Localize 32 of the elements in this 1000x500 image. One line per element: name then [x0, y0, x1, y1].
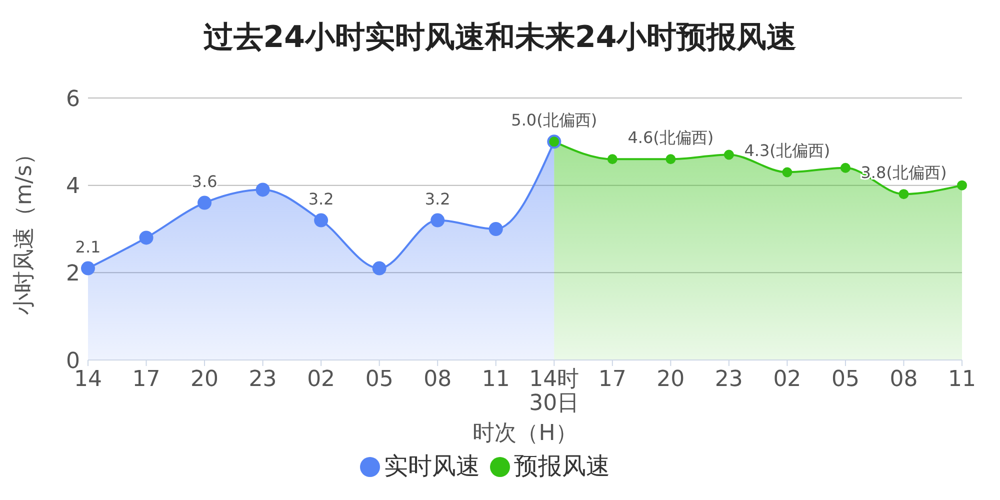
x-tick-label: 02	[773, 367, 802, 392]
x-tick-label: 23	[248, 367, 277, 392]
x-tick-label: 05	[365, 367, 394, 392]
y-tick-label: 6	[66, 86, 80, 112]
x-tick-label: 11	[948, 367, 976, 392]
data-label: 2.1	[75, 237, 101, 256]
y-axis-title: 小时风速（m/s）	[12, 142, 37, 316]
data-label: 3.2	[424, 189, 450, 208]
x-tick-label: 14	[74, 367, 102, 392]
x-tick-label: 02	[307, 367, 336, 392]
y-tick-label: 2	[66, 261, 80, 286]
data-label: 3.8(北偏西)	[860, 163, 947, 182]
x-tick-label: 14时 30日	[529, 367, 580, 416]
x-tick-label: 17	[132, 367, 160, 392]
x-axis-title: 时次（H）	[472, 421, 578, 446]
x-tick-label: 20	[190, 367, 219, 392]
legend-label: 实时风速	[384, 452, 480, 480]
x-tick-label: 17	[598, 367, 626, 392]
x-tick-label: 11	[482, 367, 510, 392]
x-tick-label: 23	[714, 367, 743, 392]
data-label: 5.0(北偏西)	[511, 110, 598, 130]
data-label: 3.6	[192, 172, 218, 191]
y-tick-label: 4	[66, 174, 80, 200]
chart-title: 过去24小时实时风速和未来24小时预报风速	[202, 19, 798, 57]
data-label: 4.3(北偏西)	[744, 141, 830, 160]
x-tick-label: 08	[890, 367, 918, 392]
data-label: 4.6(北偏西)	[628, 128, 714, 148]
x-tick-label: 05	[831, 367, 860, 392]
legend-label: 预报风速	[514, 452, 610, 480]
data-label: 3.2	[308, 189, 334, 208]
x-tick-label: 08	[424, 367, 452, 392]
x-tick-label: 20	[656, 367, 685, 392]
